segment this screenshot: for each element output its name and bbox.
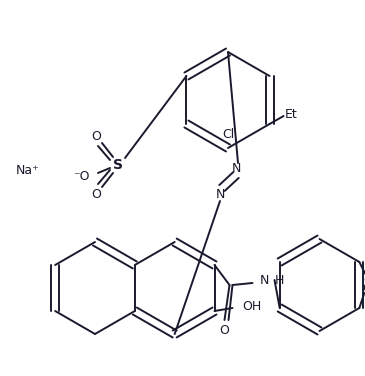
Text: N: N <box>231 162 241 174</box>
Text: OH: OH <box>242 300 262 312</box>
Text: O: O <box>362 282 365 294</box>
Text: ⁻O: ⁻O <box>73 170 90 183</box>
Text: N: N <box>215 188 225 200</box>
Text: Cl: Cl <box>222 127 234 141</box>
Text: N: N <box>260 273 269 287</box>
Text: O: O <box>220 323 230 337</box>
Text: H: H <box>274 273 284 287</box>
Text: S: S <box>113 158 123 172</box>
Text: O: O <box>91 188 101 202</box>
Text: O: O <box>91 130 101 144</box>
Text: Cl: Cl <box>363 273 365 287</box>
Text: Na⁺: Na⁺ <box>16 164 40 176</box>
Text: Et: Et <box>285 108 298 120</box>
